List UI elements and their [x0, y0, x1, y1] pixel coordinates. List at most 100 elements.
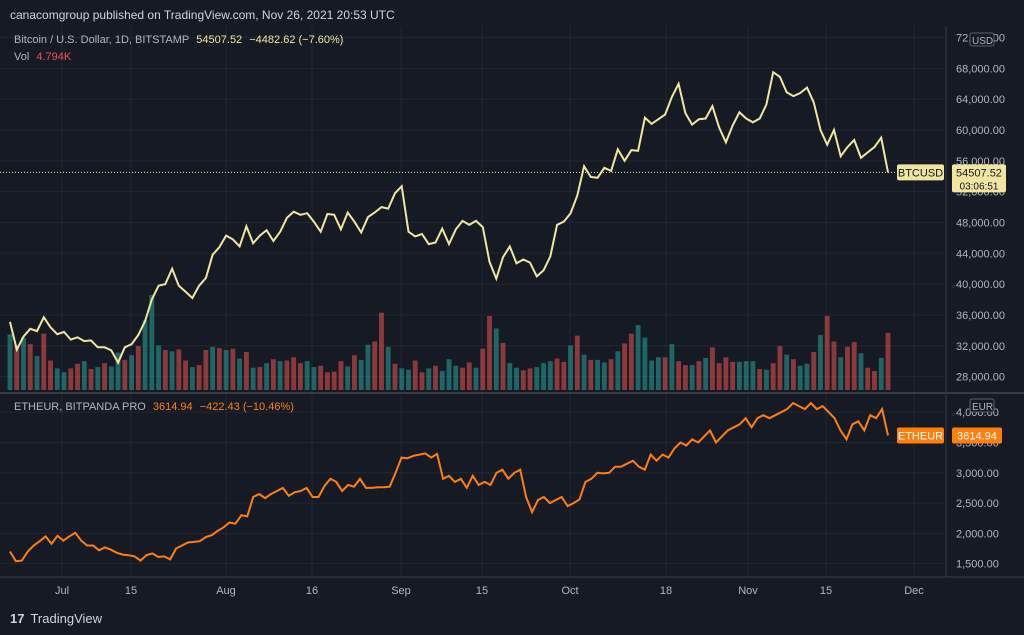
volume-bar — [439, 371, 445, 390]
volume-bar — [27, 344, 33, 390]
volume-bar — [284, 360, 290, 390]
eth-title: ETHEUR, BITPANDA PRO — [14, 401, 146, 413]
volume-bar — [61, 372, 67, 390]
btc-price-tag — [952, 164, 1006, 193]
eth-y-tick-label: 1,500.00 — [956, 559, 999, 571]
volume-bar — [520, 370, 526, 390]
volume-bar — [460, 367, 465, 390]
eth-currency-box — [969, 398, 995, 413]
volume-bar — [608, 359, 614, 390]
volume-bar — [872, 371, 877, 390]
volume-bar — [108, 366, 114, 390]
volume-bar — [81, 361, 87, 390]
volume-bar — [95, 367, 101, 390]
btc-ticker-label: BTCUSD — [898, 167, 943, 179]
volume-bar — [412, 360, 418, 390]
volume-bar — [878, 357, 884, 390]
btc-y-tick-label: 68,000.00 — [956, 63, 1005, 75]
x-tick-label: Aug — [216, 585, 236, 597]
volume-bar — [588, 359, 594, 390]
volume-bar — [797, 365, 803, 390]
volume-bar — [804, 363, 810, 390]
eth-currency-label: EUR — [972, 402, 993, 413]
x-tick-label: Dec — [904, 585, 924, 597]
volume-bar — [655, 357, 661, 390]
volume-bar — [7, 334, 13, 390]
volume-bar — [358, 359, 364, 390]
volume-bar — [466, 362, 472, 390]
volume-bar — [237, 358, 243, 390]
volume-bar — [635, 325, 641, 390]
volume-bar — [865, 367, 871, 390]
volume-bar — [811, 352, 817, 390]
volume-bar — [838, 357, 844, 390]
volume-bar — [203, 350, 209, 390]
btc-currency-box — [969, 32, 995, 47]
volume-bar — [183, 360, 189, 390]
volume-bar — [757, 369, 763, 390]
eth-y-tick-label: 3,000.00 — [956, 468, 999, 480]
volume-bar — [750, 361, 756, 390]
volume-bar — [223, 350, 229, 390]
x-tick-label: Jul — [55, 585, 69, 597]
published-caption: canacomgroup published on TradingView.co… — [10, 8, 395, 22]
volume-bar — [365, 344, 371, 390]
volume-bar — [487, 315, 492, 390]
volume-bar — [270, 359, 276, 390]
volume-bar — [392, 363, 398, 390]
volume-bar — [54, 368, 60, 390]
volume-bar — [372, 341, 378, 390]
volume-bar — [736, 361, 742, 390]
tradingview-logo[interactable]: 17 TradingView — [10, 611, 102, 626]
volume-bar — [784, 354, 790, 390]
eth-price-tag-value: 3614.94 — [957, 431, 997, 443]
volume-bar — [851, 342, 857, 390]
volume-bar — [297, 363, 303, 390]
volume-bar — [75, 363, 80, 390]
btc-y-tick-label: 28,000.00 — [956, 372, 1005, 384]
volume-bar — [595, 359, 601, 390]
x-tick-label: 15 — [125, 585, 137, 597]
volume-bar — [88, 369, 94, 390]
volume-bar — [189, 367, 195, 390]
volume-bar — [696, 361, 702, 390]
volume-bar — [250, 367, 256, 390]
volume-bar — [709, 347, 715, 390]
volume-bar — [176, 349, 182, 390]
volume-bar — [277, 361, 283, 390]
x-tick-label: Oct — [561, 585, 578, 597]
vol-label: Vol — [14, 51, 30, 63]
volume-bar — [547, 361, 553, 390]
volume-bar — [716, 363, 722, 390]
brand-name: TradingView — [30, 611, 103, 626]
volume-bar — [703, 357, 709, 390]
volume-bar — [763, 369, 769, 390]
volume-bar — [723, 357, 729, 390]
btc-y-tick-label: 32,000.00 — [956, 341, 1005, 353]
x-tick-label: 15 — [476, 585, 488, 597]
volume-bar — [210, 346, 216, 390]
volume-bar — [541, 363, 546, 390]
btc-title: Bitcoin / U.S. Dollar, 1D, BITSTAMP — [14, 34, 190, 46]
volume-bar — [534, 367, 540, 390]
volume-bar — [642, 337, 648, 390]
btc-legend: Bitcoin / U.S. Dollar, 1D, BITSTAMP 5450… — [14, 34, 347, 46]
eth-price: 3614.94 — [152, 401, 193, 413]
x-tick-label: 15 — [820, 585, 832, 597]
btc-y-tick-label: 60,000.00 — [956, 125, 1005, 137]
x-tick-label: Sep — [391, 585, 411, 597]
volume-bar — [379, 312, 384, 390]
eth-y-tick-label: 2,500.00 — [956, 498, 999, 510]
tradingview-mark-icon: 17 — [10, 611, 25, 626]
volume-bar — [615, 351, 621, 390]
volume-bar — [473, 367, 479, 390]
x-tick-label: 16 — [306, 585, 318, 597]
volume-bar — [162, 350, 168, 390]
volume-bar — [324, 372, 330, 390]
volume-bar — [770, 363, 776, 390]
btc-ticker-tag — [897, 164, 944, 181]
volume-bar — [14, 345, 20, 390]
volume-bar — [399, 368, 405, 390]
eth-legend: ETHEUR, BITPANDA PRO 3614.94 −422.43 (−1… — [14, 401, 298, 413]
